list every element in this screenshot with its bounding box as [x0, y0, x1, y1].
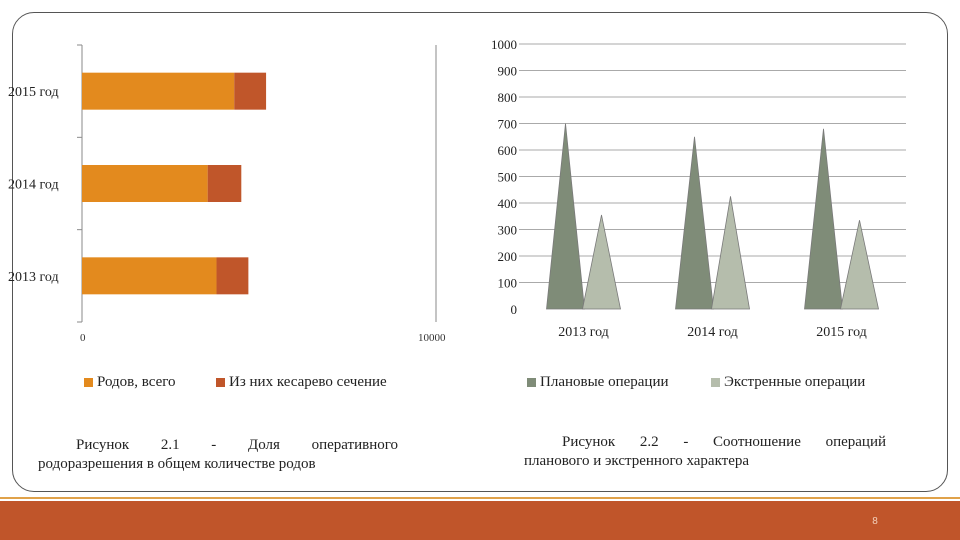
figure-caption-right: Рисунок 2.2 - Соотношение операций плано… — [524, 433, 886, 471]
footer-accent-line — [0, 497, 960, 499]
caption-line: Рисунок 2.2 - Соотношение операций — [562, 434, 886, 450]
category-label: 2015 год — [8, 85, 59, 100]
category-label: 2015 год — [816, 325, 867, 340]
y-tick-label: 800 — [498, 90, 518, 105]
x-tick-label: 10000 — [418, 332, 446, 344]
bar-segment — [82, 257, 217, 295]
cone-mark — [711, 196, 750, 310]
legend-cesarean: Из них кесарево сечение — [216, 374, 387, 391]
footer-bar — [0, 501, 960, 540]
legend-planned-operations: Плановые операции — [527, 374, 669, 391]
caption-line: Рисунок 2.1 - Доля оперативного — [76, 437, 398, 453]
bar-segment — [82, 72, 235, 110]
y-tick-label: 700 — [498, 117, 518, 132]
bar-segment — [207, 165, 242, 202]
category-label: 2013 год — [8, 270, 59, 285]
y-tick-label: 900 — [498, 64, 518, 79]
y-tick-label: 200 — [498, 249, 518, 264]
cone-mark — [546, 123, 585, 310]
y-tick-label: 1000 — [491, 37, 517, 52]
page-number: 8 — [872, 516, 878, 527]
legend-label: Родов, всего — [97, 374, 176, 390]
caption-line: планового и экстренного характера — [524, 453, 750, 469]
y-tick-label: 600 — [498, 143, 518, 158]
legend-births-total: Родов, всего — [84, 374, 176, 391]
y-tick-label: 0 — [511, 302, 518, 317]
category-label: 2014 год — [8, 178, 59, 193]
legend-label: Плановые операции — [540, 374, 669, 390]
legend-swatch — [711, 378, 720, 387]
cone-mark — [840, 220, 879, 310]
y-tick-label: 400 — [498, 196, 518, 211]
bar-segment — [82, 165, 208, 202]
caption-line: родоразрешения в общем количестве родов — [38, 456, 316, 472]
bar-segment — [216, 257, 249, 295]
legend-swatch — [527, 378, 536, 387]
legend-label: Экстренные операции — [724, 374, 866, 390]
bar-segment — [234, 72, 267, 110]
y-tick-label: 300 — [498, 223, 518, 238]
legend-emergency-operations: Экстренные операции — [711, 374, 865, 391]
cone-mark — [675, 136, 714, 310]
legend-swatch — [84, 378, 93, 387]
y-tick-label: 500 — [498, 170, 518, 185]
category-label: 2013 год — [558, 325, 609, 340]
legend-swatch — [216, 378, 225, 387]
y-tick-label: 100 — [498, 276, 518, 291]
cone-mark — [804, 128, 843, 310]
x-tick-label: 0 — [80, 332, 86, 344]
figure-caption-left: Рисунок 2.1 - Доля оперативного родоразр… — [38, 436, 398, 474]
legend-label: Из них кесарево сечение — [229, 374, 387, 390]
cone-mark — [582, 214, 621, 310]
category-label: 2014 год — [687, 325, 738, 340]
